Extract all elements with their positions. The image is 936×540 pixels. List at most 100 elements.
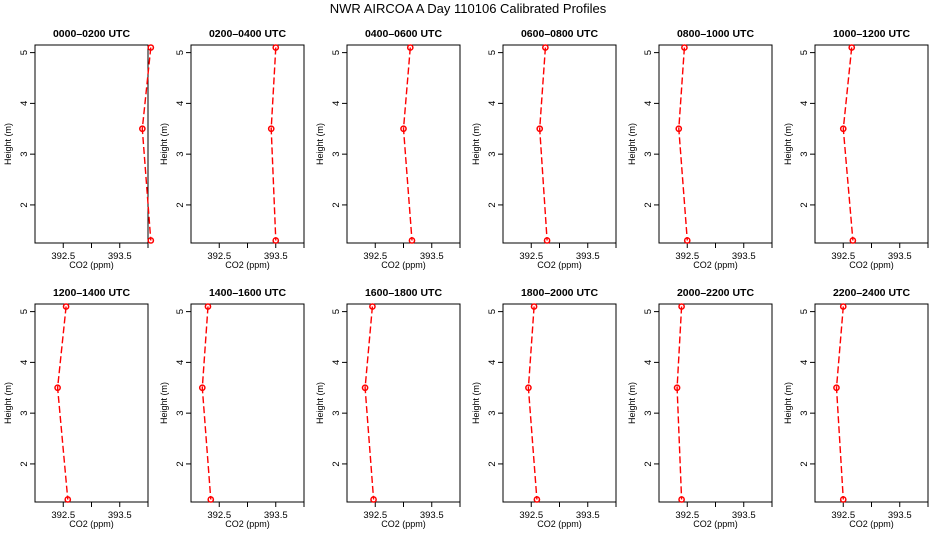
panel-title: 1600–1800 UTC xyxy=(365,287,442,299)
x-axis-label: CO2 (ppm) xyxy=(849,260,894,270)
page-title: NWR AIRCOA A Day 110106 Calibrated Profi… xyxy=(329,1,607,16)
y-axis-label: Height (m) xyxy=(3,382,13,424)
y-tick-label: 2 xyxy=(19,202,30,207)
data-point xyxy=(533,496,541,503)
y-tick-label: 5 xyxy=(331,50,342,55)
data-point xyxy=(272,237,280,244)
data-point xyxy=(272,44,280,51)
x-tick-label: 393.5 xyxy=(888,251,912,262)
data-point xyxy=(681,44,688,51)
data-point xyxy=(370,496,377,503)
x-tick-label: 393.5 xyxy=(108,251,132,262)
x-tick-label: 393.5 xyxy=(576,251,600,262)
data-point xyxy=(64,496,72,503)
x-axis-label: CO2 (ppm) xyxy=(69,519,114,529)
y-tick-label: 2 xyxy=(331,202,342,207)
data-point xyxy=(400,125,407,133)
x-tick-label: 392.5 xyxy=(51,510,75,521)
x-axis-label: CO2 (ppm) xyxy=(69,260,114,270)
x-tick-label: 393.5 xyxy=(732,510,756,521)
x-tick-label: 393.5 xyxy=(264,251,288,262)
x-axis-label: CO2 (ppm) xyxy=(693,260,738,270)
y-axis-label: Height (m) xyxy=(783,123,793,165)
data-point xyxy=(839,125,847,133)
plot-frame xyxy=(814,44,929,244)
data-point xyxy=(267,125,275,133)
data-point xyxy=(678,303,685,310)
data-point xyxy=(542,44,549,51)
y-tick-label: 4 xyxy=(799,360,810,365)
series-line xyxy=(538,47,548,241)
y-tick-label: 4 xyxy=(19,360,30,365)
data-point xyxy=(536,125,544,133)
data-point xyxy=(361,384,369,392)
y-tick-label: 3 xyxy=(643,152,654,157)
plot-frame xyxy=(658,44,773,244)
y-tick-label: 5 xyxy=(19,50,30,55)
y-tick-label: 3 xyxy=(19,152,30,157)
plot-frame xyxy=(502,44,617,244)
x-tick-label: 393.5 xyxy=(420,510,444,521)
y-tick-label: 5 xyxy=(799,50,810,55)
series-line xyxy=(141,47,152,241)
series-line xyxy=(364,306,375,500)
x-tick-label: 393.5 xyxy=(888,510,912,521)
y-tick-label: 3 xyxy=(331,152,342,157)
y-tick-label: 5 xyxy=(643,50,654,55)
plot-frame xyxy=(34,44,149,244)
y-tick-label: 4 xyxy=(643,101,654,106)
x-tick-label: 392.5 xyxy=(831,510,855,521)
y-tick-label: 3 xyxy=(487,152,498,157)
data-point xyxy=(408,237,416,244)
series-line xyxy=(678,47,688,241)
y-tick-label: 5 xyxy=(643,309,654,314)
y-tick-label: 2 xyxy=(331,461,342,466)
x-tick-label: 393.5 xyxy=(576,510,600,521)
plot-frame xyxy=(34,303,149,503)
data-point xyxy=(673,384,681,392)
series-line xyxy=(201,306,212,500)
data-point xyxy=(54,384,61,392)
data-point xyxy=(198,384,206,392)
y-axis-label: Height (m) xyxy=(315,123,325,165)
x-axis-label: CO2 (ppm) xyxy=(381,260,426,270)
y-axis-label: Height (m) xyxy=(159,382,169,424)
x-tick-label: 393.5 xyxy=(420,251,444,262)
y-tick-label: 5 xyxy=(19,309,30,314)
y-axis-label: Height (m) xyxy=(315,382,325,424)
y-axis-label: Height (m) xyxy=(783,382,793,424)
y-tick-label: 3 xyxy=(175,152,186,157)
x-tick-label: 392.5 xyxy=(363,251,387,262)
x-tick-label: 393.5 xyxy=(108,510,132,521)
x-axis-label: CO2 (ppm) xyxy=(225,260,270,270)
y-axis-label: Height (m) xyxy=(627,123,637,165)
series-line xyxy=(842,47,854,241)
data-point xyxy=(147,44,155,51)
plot-frame xyxy=(502,303,617,503)
y-tick-label: 5 xyxy=(175,309,186,314)
y-axis-label: Height (m) xyxy=(3,123,13,165)
y-tick-label: 3 xyxy=(331,411,342,416)
data-point xyxy=(369,303,376,310)
series-line xyxy=(402,47,413,241)
y-tick-label: 4 xyxy=(175,101,186,106)
series-line xyxy=(270,47,277,241)
data-point xyxy=(683,237,691,244)
y-tick-label: 2 xyxy=(175,202,186,207)
y-tick-label: 2 xyxy=(643,461,654,466)
data-point xyxy=(147,237,155,244)
series-line xyxy=(835,306,844,500)
data-point xyxy=(406,44,414,51)
x-axis-label: CO2 (ppm) xyxy=(225,519,270,529)
x-tick-label: 393.5 xyxy=(732,251,756,262)
panel-title: 1000–1200 UTC xyxy=(833,28,910,40)
y-tick-label: 2 xyxy=(643,202,654,207)
y-tick-label: 4 xyxy=(487,360,498,365)
y-tick-label: 2 xyxy=(799,461,810,466)
x-tick-label: 393.5 xyxy=(264,510,288,521)
series-line xyxy=(527,306,538,500)
data-point xyxy=(678,496,685,503)
y-tick-label: 2 xyxy=(799,202,810,207)
plot-frame xyxy=(190,303,305,503)
